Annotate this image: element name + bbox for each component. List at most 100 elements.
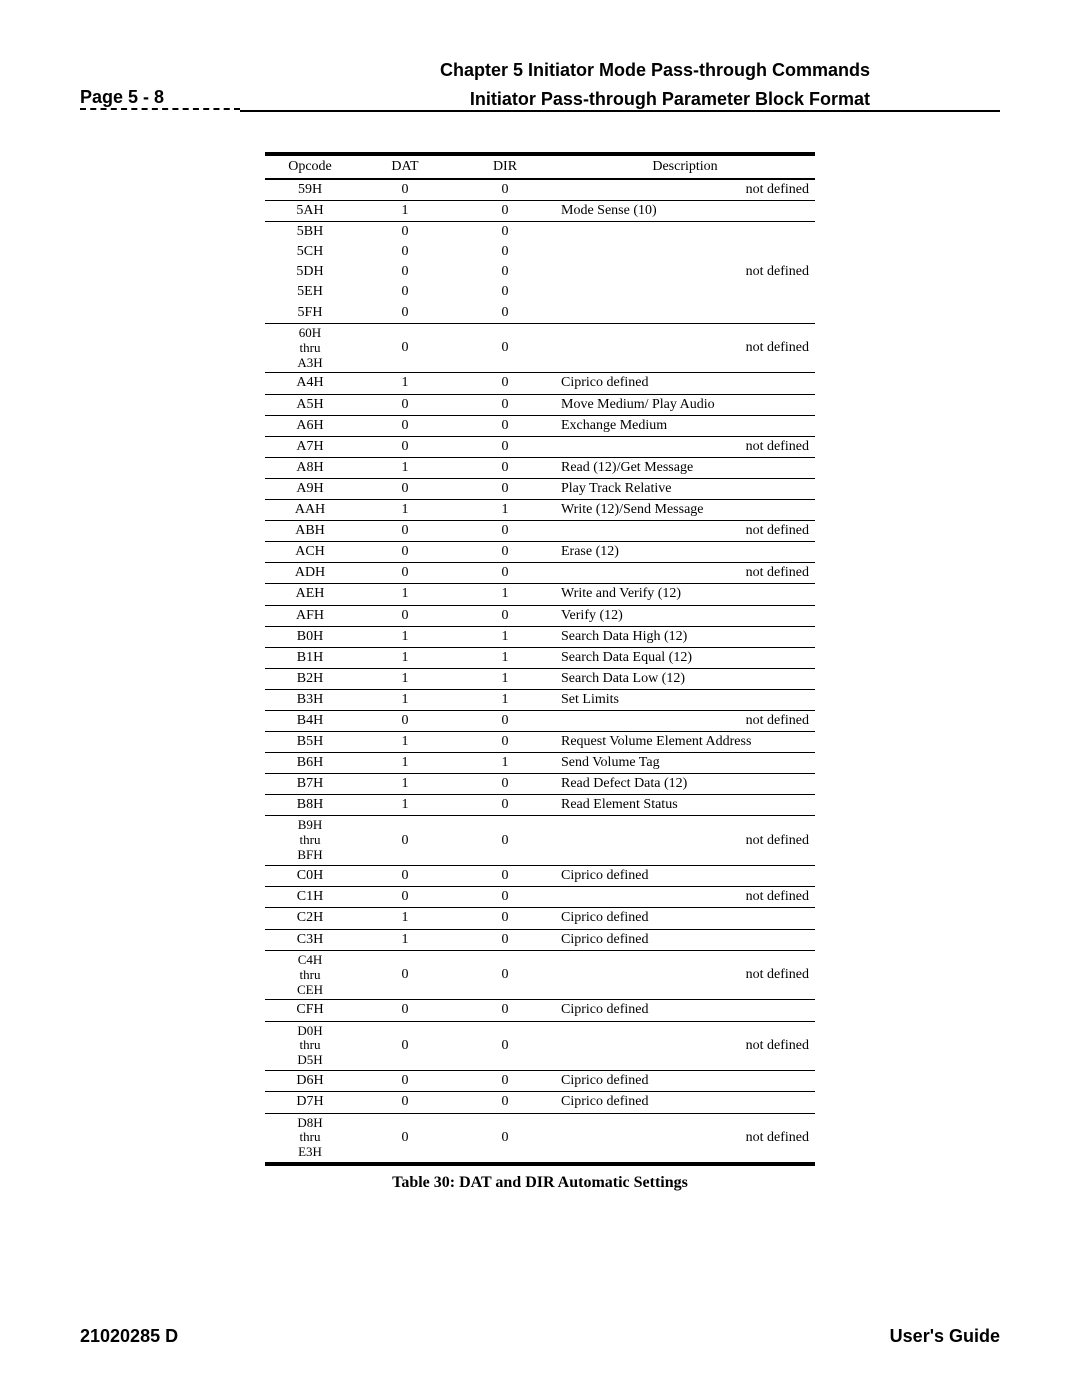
cell-dir: 0 xyxy=(455,866,555,887)
cell-description: not defined xyxy=(555,521,815,542)
cell-dat: 0 xyxy=(355,1092,455,1113)
cell-description: Request Volume Element Address xyxy=(555,732,815,753)
cell-dat: 0 xyxy=(355,282,455,302)
table-header-row: Opcode DAT DIR Description xyxy=(265,154,815,179)
cell-dir: 0 xyxy=(455,887,555,908)
cell-dat: 0 xyxy=(355,816,455,866)
cell-dat: 0 xyxy=(355,605,455,626)
col-description: Description xyxy=(555,154,815,179)
cell-dir: 0 xyxy=(455,1000,555,1021)
cell-dir: 0 xyxy=(455,950,555,1000)
cell-dir: 0 xyxy=(455,282,555,302)
chapter-title: Chapter 5 Initiator Mode Pass-through Co… xyxy=(80,60,870,81)
table-row: B4H00not defined xyxy=(265,710,815,731)
cell-opcode: A8H xyxy=(265,457,355,478)
cell-description: Exchange Medium xyxy=(555,415,815,436)
cell-dir: 0 xyxy=(455,242,555,262)
cell-dat: 0 xyxy=(355,950,455,1000)
table-body: 59H00not defined5AH10Mode Sense (10)5BH0… xyxy=(265,179,815,1164)
cell-dat: 1 xyxy=(355,584,455,605)
cell-dir: 0 xyxy=(455,415,555,436)
cell-dat: 0 xyxy=(355,1000,455,1021)
cell-opcode: 60HthruA3H xyxy=(265,323,355,373)
cell-description: not defined xyxy=(555,950,815,1000)
cell-dat: 1 xyxy=(355,774,455,795)
cell-dat: 1 xyxy=(355,689,455,710)
cell-description: Ciprico defined xyxy=(555,373,815,394)
cell-dir: 1 xyxy=(455,647,555,668)
table-row: B2H11Search Data Low (12) xyxy=(265,668,815,689)
table-row: B7H10Read Defect Data (12) xyxy=(265,774,815,795)
cell-dir: 0 xyxy=(455,222,555,243)
cell-dir: 1 xyxy=(455,668,555,689)
cell-description: Search Data High (12) xyxy=(555,626,815,647)
cell-dat: 1 xyxy=(355,795,455,816)
cell-dat: 0 xyxy=(355,1113,455,1164)
cell-description: Send Volume Tag xyxy=(555,753,815,774)
cell-opcode: 59H xyxy=(265,179,355,201)
cell-description: not defined xyxy=(555,222,815,323)
cell-dir: 0 xyxy=(455,201,555,222)
cell-dir: 0 xyxy=(455,1021,555,1071)
table-row: C0H00Ciprico defined xyxy=(265,866,815,887)
cell-dat: 0 xyxy=(355,521,455,542)
cell-dir: 0 xyxy=(455,795,555,816)
cell-opcode: 5CH xyxy=(265,242,355,262)
table-row: ACH00Erase (12) xyxy=(265,542,815,563)
cell-opcode: A7H xyxy=(265,436,355,457)
cell-dat: 0 xyxy=(355,1021,455,1071)
cell-dat: 1 xyxy=(355,500,455,521)
cell-opcode: B4H xyxy=(265,710,355,731)
cell-dat: 0 xyxy=(355,262,455,282)
cell-dir: 1 xyxy=(455,500,555,521)
cell-dir: 0 xyxy=(455,605,555,626)
cell-description: Play Track Relative xyxy=(555,478,815,499)
cell-description: Mode Sense (10) xyxy=(555,201,815,222)
cell-opcode: 5AH xyxy=(265,201,355,222)
cell-dat: 0 xyxy=(355,303,455,324)
cell-description: not defined xyxy=(555,436,815,457)
cell-dir: 1 xyxy=(455,753,555,774)
cell-opcode: B1H xyxy=(265,647,355,668)
cell-dir: 0 xyxy=(455,478,555,499)
cell-opcode: AAH xyxy=(265,500,355,521)
header-rule xyxy=(240,110,1000,112)
cell-description: not defined xyxy=(555,816,815,866)
cell-description: Search Data Equal (12) xyxy=(555,647,815,668)
cell-dat: 1 xyxy=(355,732,455,753)
cell-opcode: B5H xyxy=(265,732,355,753)
cell-opcode: ACH xyxy=(265,542,355,563)
cell-dir: 0 xyxy=(455,303,555,324)
table-row: 5AH10Mode Sense (10) xyxy=(265,201,815,222)
table-row: 59H00not defined xyxy=(265,179,815,201)
cell-dat: 1 xyxy=(355,908,455,929)
cell-opcode: B6H xyxy=(265,753,355,774)
footer-right: User's Guide xyxy=(890,1326,1000,1347)
cell-opcode: AFH xyxy=(265,605,355,626)
table-row: CFH00Ciprico defined xyxy=(265,1000,815,1021)
section-title: Initiator Pass-through Parameter Block F… xyxy=(470,89,870,110)
cell-opcode: B7H xyxy=(265,774,355,795)
cell-description: Search Data Low (12) xyxy=(555,668,815,689)
cell-dat: 0 xyxy=(355,242,455,262)
cell-description: Read Element Status xyxy=(555,795,815,816)
cell-dir: 0 xyxy=(455,774,555,795)
table-row: AEH11Write and Verify (12) xyxy=(265,584,815,605)
cell-description: Verify (12) xyxy=(555,605,815,626)
cell-description: Ciprico defined xyxy=(555,1092,815,1113)
cell-opcode: B0H xyxy=(265,626,355,647)
cell-opcode: B9HthruBFH xyxy=(265,816,355,866)
table-row: A5H00Move Medium/ Play Audio xyxy=(265,394,815,415)
cell-dat: 1 xyxy=(355,201,455,222)
opcode-table: Opcode DAT DIR Description 59H00not defi… xyxy=(265,152,815,1166)
cell-description: Ciprico defined xyxy=(555,1071,815,1092)
cell-opcode: C2H xyxy=(265,908,355,929)
table-row: B3H11Set Limits xyxy=(265,689,815,710)
cell-opcode: B8H xyxy=(265,795,355,816)
cell-description: Erase (12) xyxy=(555,542,815,563)
cell-opcode: D7H xyxy=(265,1092,355,1113)
cell-dir: 0 xyxy=(455,563,555,584)
table-row: B5H10Request Volume Element Address xyxy=(265,732,815,753)
table-row: C3H10Ciprico defined xyxy=(265,929,815,950)
table-row: 5BH00not defined xyxy=(265,222,815,243)
